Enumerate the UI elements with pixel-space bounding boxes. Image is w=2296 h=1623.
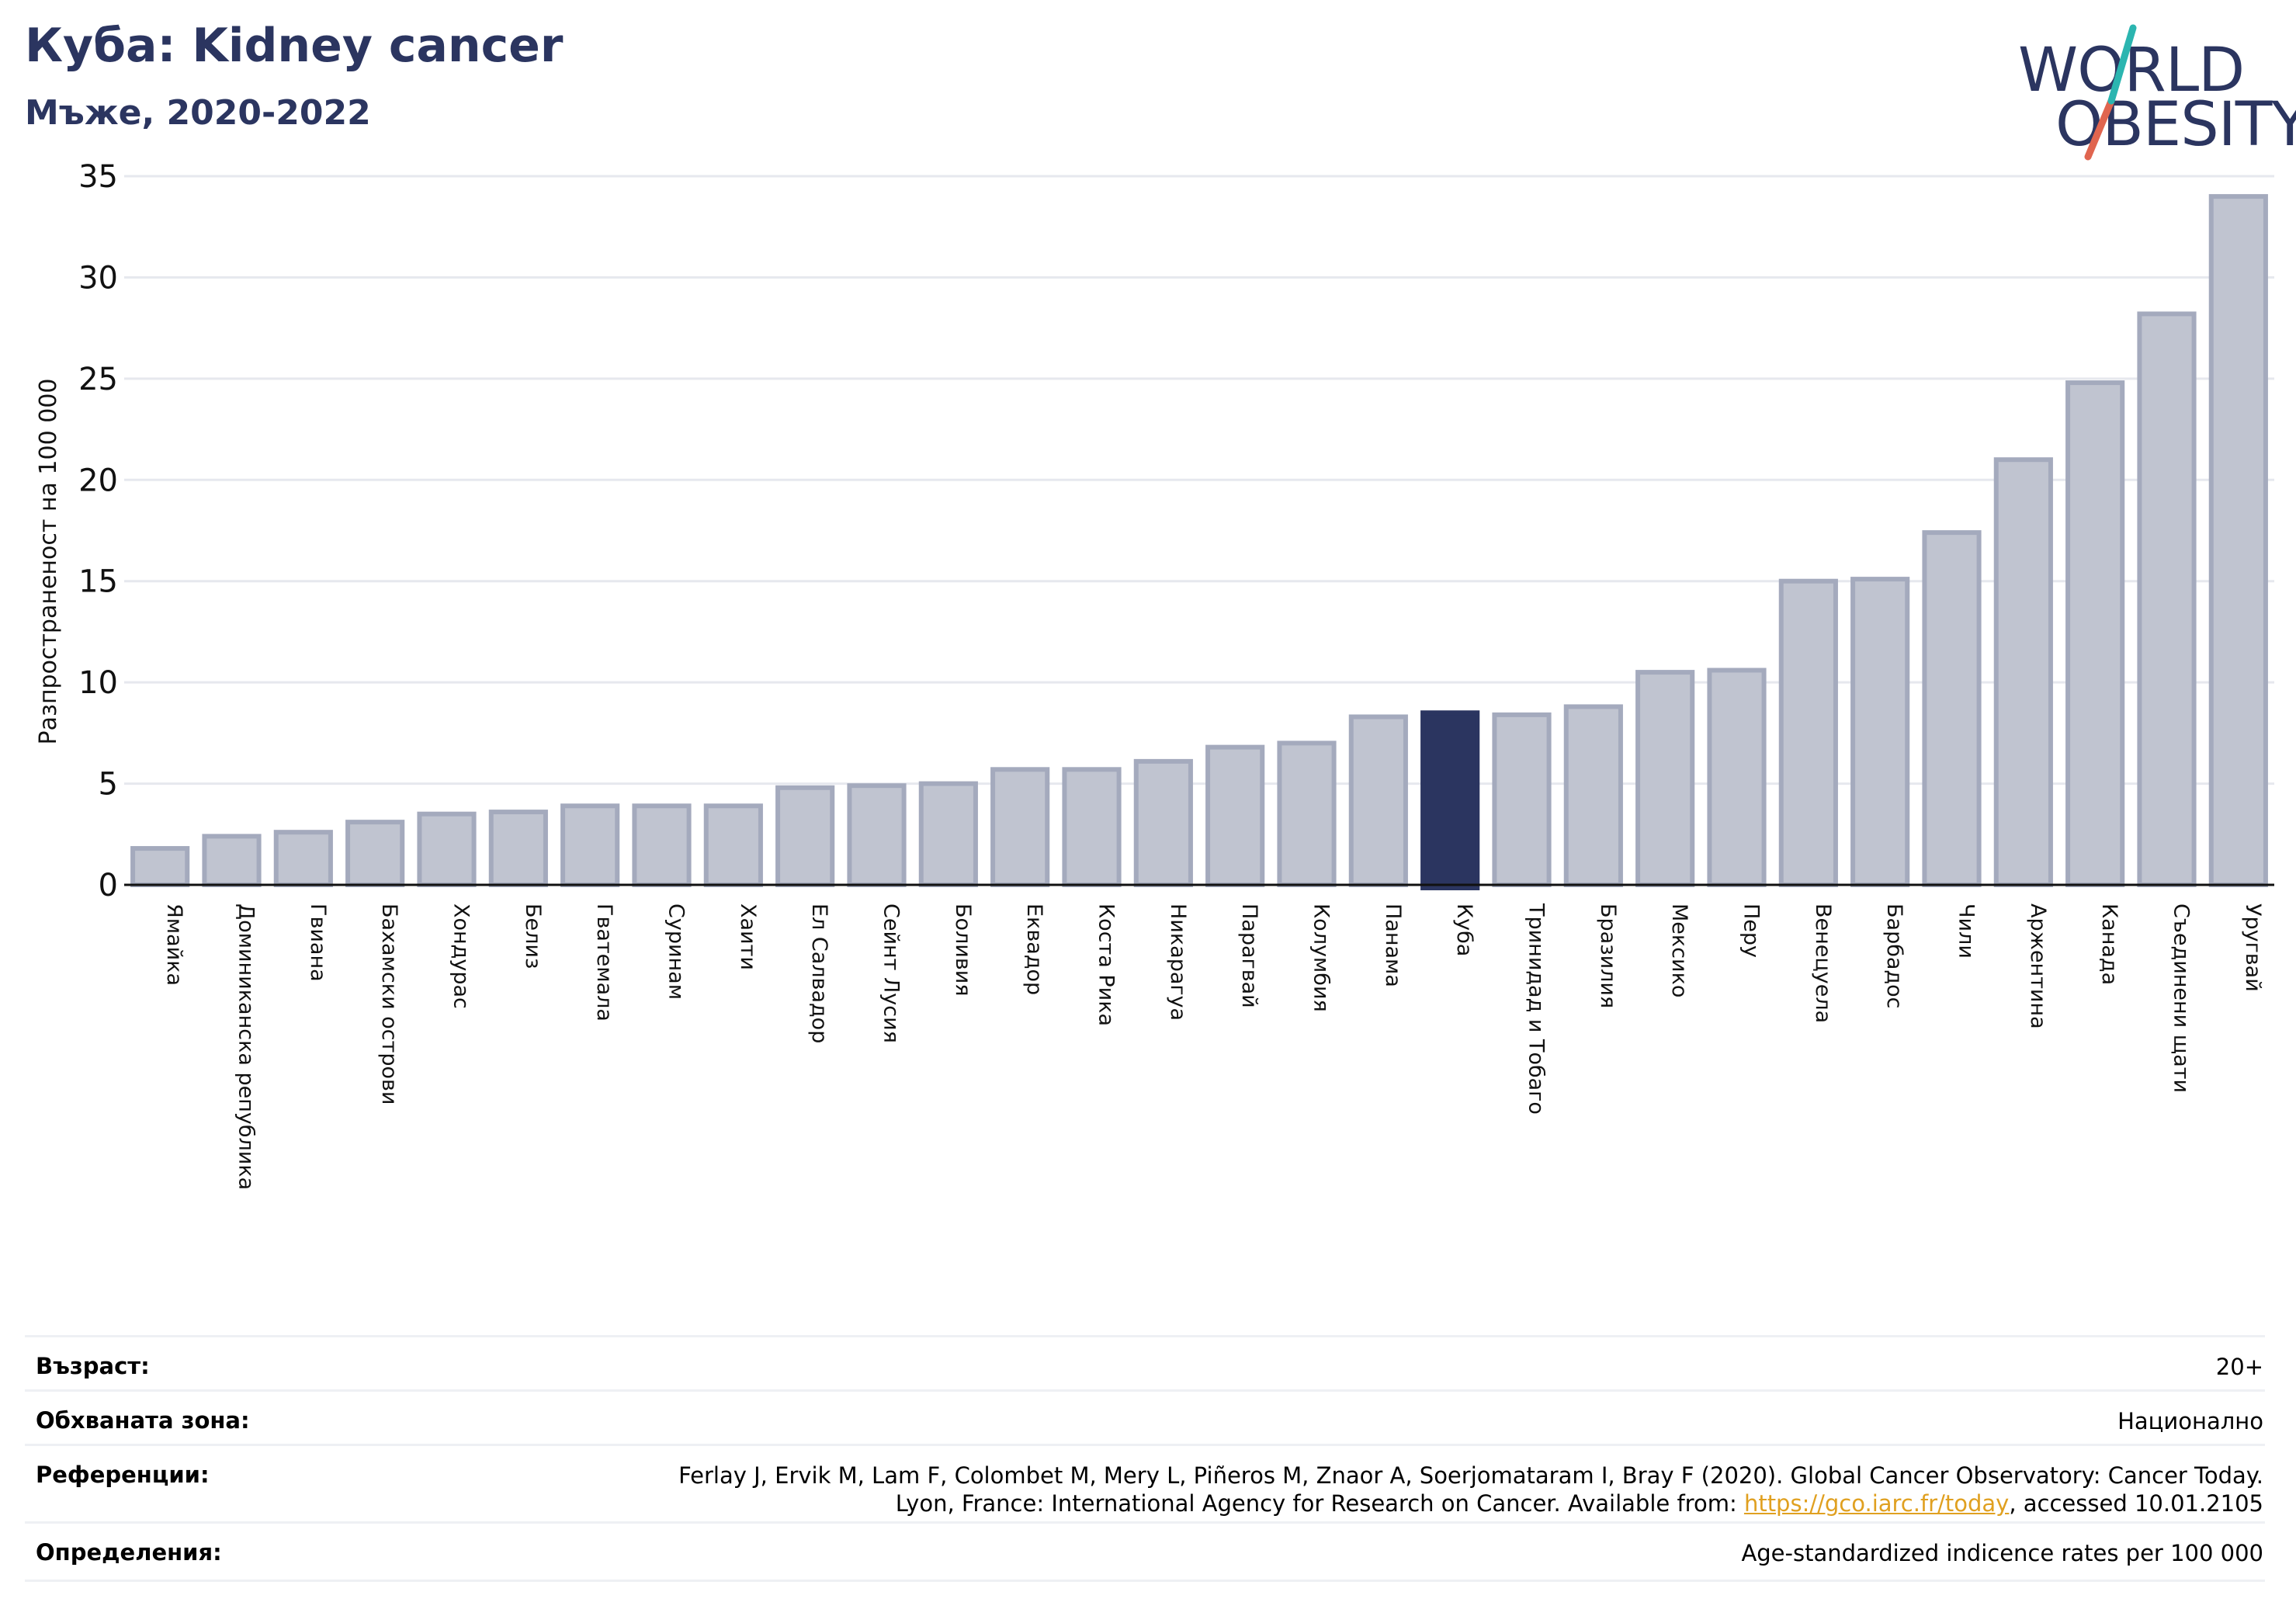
x-tick-label: Венецуела	[1811, 903, 1835, 1023]
x-tick-label: Ямайка	[162, 903, 186, 986]
info-row-age: Възраст: 20+	[25, 1335, 2265, 1392]
references-value: Ferlay J, Ervik M, Lam F, Colombet M, Me…	[401, 1462, 2263, 1518]
x-tick-label: Боливия	[951, 903, 975, 997]
page-subtitle: Мъже, 2020-2022	[25, 93, 371, 133]
x-tick-label: Гватемала	[592, 903, 616, 1021]
x-tick-label: Никарагуа	[1166, 903, 1190, 1021]
bar	[1133, 758, 1193, 887]
bar	[703, 803, 763, 888]
references-label: Референции:	[36, 1462, 210, 1488]
bar	[1348, 714, 1408, 888]
references-line-2-text: Lyon, France: International Agency for R…	[895, 1490, 1744, 1517]
area-label: Обхваната зона:	[36, 1407, 250, 1434]
bar	[1062, 767, 1122, 887]
x-tick-label: Доминиканска република	[234, 903, 258, 1190]
y-tick-label: 30	[78, 260, 118, 296]
info-row-definitions: Определения: Age-standardized indicence …	[25, 1521, 2265, 1582]
x-tick-label: Суринам	[664, 903, 688, 1000]
x-tick-label: Бразилия	[1596, 903, 1620, 1008]
y-tick-label: 5	[99, 767, 118, 803]
area-value: Национално	[2117, 1408, 2263, 1434]
x-tick-label: Ел Салвадор	[807, 903, 831, 1043]
bar	[632, 803, 692, 888]
bar	[345, 820, 405, 887]
x-tick-label: Колумбия	[1309, 903, 1334, 1012]
info-row-references: Референции: Ferlay J, Ervik M, Lam F, Co…	[25, 1444, 2265, 1524]
bar	[1850, 577, 1910, 887]
info-table: Възраст: 20+ Обхваната зона: Национално …	[25, 1335, 2265, 1591]
bar	[1205, 744, 1265, 887]
bar	[130, 846, 190, 887]
bar	[2065, 380, 2125, 887]
y-axis-label: Разпространеност на 100 000	[35, 379, 62, 745]
x-tick-label: Коста Рика	[1094, 903, 1119, 1026]
references-line-2-suffix: , accessed 10.01.2105	[2009, 1490, 2263, 1517]
x-tick-label: Съединени щати	[2169, 903, 2194, 1093]
definitions-label: Определения:	[36, 1539, 222, 1566]
bar	[1563, 704, 1623, 888]
y-tick-label: 35	[78, 159, 118, 195]
bar	[1277, 740, 1337, 888]
x-tick-label: Чили	[1954, 903, 1979, 959]
logo-slash-icon	[2084, 24, 2137, 161]
x-tick-label: Белиз	[521, 903, 545, 969]
bar	[417, 811, 477, 887]
age-value: 20+	[2215, 1354, 2263, 1380]
bar	[2208, 194, 2268, 888]
x-tick-label: Канада	[2097, 903, 2121, 985]
x-tick-label: Еквадор	[1022, 903, 1046, 995]
bar	[847, 783, 907, 887]
x-tick-label: Куба	[1452, 903, 1476, 956]
references-link[interactable]: https://gco.iarc.fr/today	[1743, 1490, 2010, 1517]
x-tick-label: Сейнт Лусия	[879, 903, 903, 1043]
bar	[918, 781, 978, 887]
bar-chart: 0 5 10 15 20 25 30 35 Разпространеност на 100 00…	[35, 159, 2274, 1190]
y-tick-label: 0	[99, 868, 118, 903]
world-obesity-logo: WORLD OBESITY	[2018, 23, 2296, 171]
x-tick-label: Парагвай	[1237, 903, 1261, 1008]
x-tick-label: Гвиана	[306, 903, 330, 982]
bar	[1993, 457, 2053, 887]
x-tick-label: Мексико	[1667, 903, 1691, 997]
x-tick-label: Перу	[1739, 903, 1764, 958]
x-tick-label: Бахамски острови	[377, 903, 401, 1105]
bar	[560, 803, 620, 888]
x-tick-label: Барбадос	[1882, 903, 1906, 1008]
definitions-value: Age-standardized indicence rates per 100…	[1741, 1540, 2263, 1566]
x-tick-label: Тринидад и Тобаго	[1524, 903, 1549, 1115]
x-tick-label: Уругвай	[2241, 903, 2265, 992]
bar	[488, 810, 548, 887]
y-tick-label: 25	[78, 362, 118, 397]
y-tick-label: 15	[78, 564, 118, 600]
bar	[775, 785, 835, 887]
x-tick-label: Аржентина	[2026, 903, 2050, 1029]
x-tick-label: Хондурас	[449, 903, 473, 1009]
info-row-area: Обхваната зона: Национално	[25, 1389, 2265, 1446]
x-tick-label: Панама	[1381, 903, 1405, 987]
y-tick-label: 20	[78, 463, 118, 498]
y-tick-label: 10	[78, 665, 118, 701]
bar	[1420, 710, 1480, 890]
bar	[1707, 668, 1767, 888]
logo-line-1: WORLD	[2018, 36, 2245, 106]
bar	[2137, 311, 2197, 887]
bar	[202, 834, 262, 887]
references-line-1: Ferlay J, Ervik M, Lam F, Colombet M, Me…	[678, 1462, 2263, 1489]
x-tick-label: Хаити	[736, 903, 760, 970]
bar	[990, 767, 1050, 887]
bar	[1922, 530, 1982, 887]
references-line-2: Lyon, France: International Agency for R…	[401, 1489, 2263, 1517]
bar	[1778, 578, 1838, 887]
bar	[273, 830, 333, 887]
age-label: Възраст:	[36, 1353, 150, 1379]
page-title: Куба: Kidney cancer	[25, 19, 564, 73]
bar	[1635, 670, 1695, 887]
bar	[1492, 712, 1552, 887]
